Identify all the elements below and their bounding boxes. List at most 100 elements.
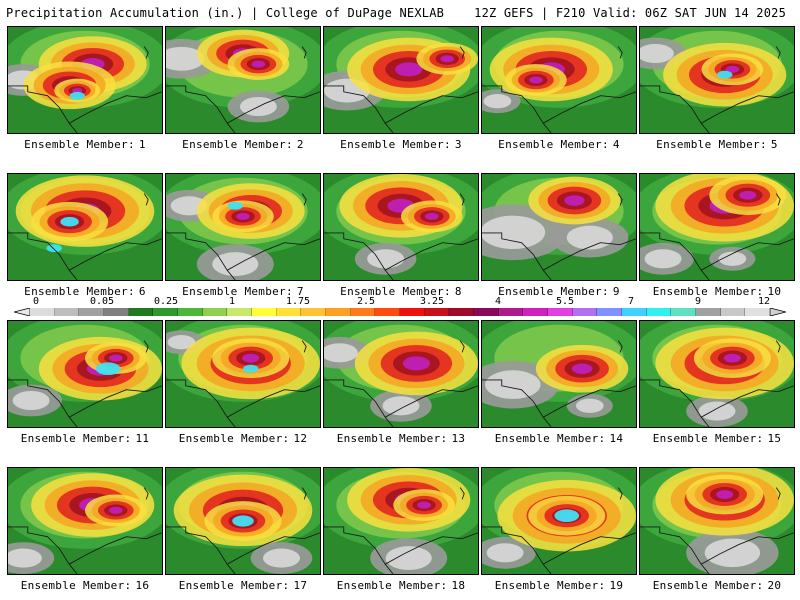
- ensemble-panel-8: [323, 173, 479, 281]
- member-number: 8: [454, 285, 462, 298]
- member-label-prefix: Ensemble Member:: [652, 432, 764, 445]
- ensemble-panel-12: [165, 320, 321, 428]
- lake-outline: [301, 340, 307, 353]
- precip-map: [324, 468, 478, 574]
- precip-map: [166, 468, 320, 574]
- precip-max-core: [232, 515, 254, 527]
- dry-core: [385, 546, 432, 571]
- legend-color-cell: [153, 308, 179, 316]
- precip-map: [166, 174, 320, 280]
- lake-outline: [459, 340, 465, 353]
- member-number: 11: [135, 432, 150, 445]
- legend-color-cell: [252, 308, 277, 316]
- border-lines: [640, 232, 794, 280]
- border-lines: [640, 85, 794, 133]
- lake-outline: [775, 340, 781, 353]
- precip-max-core: [243, 364, 259, 373]
- precip-peak-zone: [402, 356, 430, 371]
- legend-color-cell: [178, 308, 203, 316]
- legend-color-cell: [202, 308, 228, 316]
- dry-core: [575, 398, 604, 413]
- lake-outline: [459, 487, 465, 500]
- member-label-prefix: Ensemble Member:: [182, 285, 293, 298]
- lake-outline: [301, 46, 307, 59]
- member-number: 5: [770, 138, 778, 151]
- member-number: 2: [296, 138, 304, 151]
- ensemble-panel-6: [7, 173, 163, 281]
- lake-outline: [301, 487, 307, 500]
- ensemble-panel-17: [165, 467, 321, 575]
- member-number: 12: [293, 432, 308, 445]
- precip-max-core: [46, 244, 62, 253]
- legend-color-cell: [301, 308, 327, 316]
- legend-tick-label: 7: [627, 296, 635, 307]
- member-label-prefix: Ensemble Member:: [24, 285, 135, 298]
- legend-color-cell: [548, 308, 573, 316]
- ensemble-member-label: Ensemble Member: 9: [481, 285, 637, 298]
- legend-color-cell: [720, 308, 746, 316]
- border-lines: [640, 379, 794, 427]
- ensemble-member-label: Ensemble Member: 5: [639, 138, 795, 151]
- member-number: 14: [609, 432, 624, 445]
- legend-tick-label: 0.25: [153, 296, 179, 307]
- lake-outline: [775, 193, 781, 206]
- dry-core: [12, 390, 50, 411]
- member-label-prefix: Ensemble Member:: [336, 579, 448, 592]
- precip-peak-zone: [425, 212, 439, 220]
- legend-color-cell: [424, 308, 450, 316]
- legend-tick-label: 0: [32, 296, 40, 307]
- precip-peak-zone: [440, 55, 454, 63]
- member-label-prefix: Ensemble Member:: [24, 138, 135, 151]
- precip-max-core: [69, 91, 85, 100]
- member-number: 13: [451, 432, 466, 445]
- ensemble-panel-14: [481, 320, 637, 428]
- legend-tick-label: 2.5: [356, 296, 376, 307]
- legend-color-cell: [350, 308, 376, 316]
- dry-core: [166, 46, 205, 71]
- precip-map: [324, 321, 478, 427]
- ensemble-panel-10: [639, 173, 795, 281]
- border-lines: [166, 85, 320, 133]
- ensemble-panel-20: [639, 467, 795, 575]
- border-lines: [8, 85, 162, 133]
- border-lines: [8, 379, 162, 427]
- precip-map: [640, 174, 794, 280]
- lake-outline: [617, 340, 623, 353]
- legend-tick-label: 1.75: [285, 296, 311, 307]
- precip-map: [640, 321, 794, 427]
- precip-map: [324, 27, 478, 133]
- ensemble-member-label: Ensemble Member: 3: [323, 138, 479, 151]
- member-number: 6: [138, 285, 146, 298]
- legend-color-cell: [400, 308, 425, 316]
- member-label-prefix: Ensemble Member:: [652, 285, 764, 298]
- precip-peak-zone: [529, 76, 543, 84]
- border-lines: [324, 379, 478, 427]
- member-label-prefix: Ensemble Member:: [494, 432, 606, 445]
- precip-map: [482, 321, 636, 427]
- precip-peak-zone: [109, 506, 123, 514]
- ensemble-member-label: Ensemble Member: 1: [7, 138, 163, 151]
- ensemble-member-label: Ensemble Member: 14: [481, 432, 637, 445]
- member-label-prefix: Ensemble Member:: [498, 285, 609, 298]
- lake-outline: [617, 193, 623, 206]
- ensemble-member-label: Ensemble Member: 13: [323, 432, 479, 445]
- legend-tick-label: 9: [694, 296, 702, 307]
- dry-core: [367, 249, 405, 269]
- legend-color-cell: [498, 308, 524, 316]
- member-label-prefix: Ensemble Member:: [336, 432, 448, 445]
- precip-map: [8, 321, 162, 427]
- ensemble-member-label: Ensemble Member: 15: [639, 432, 795, 445]
- dry-core: [167, 335, 196, 350]
- lake-outline: [143, 340, 149, 353]
- member-label-prefix: Ensemble Member:: [178, 432, 290, 445]
- dry-core: [486, 543, 524, 563]
- member-number: 17: [293, 579, 308, 592]
- legend-tick-label: 1: [228, 296, 236, 307]
- legend-color-cell: [572, 308, 598, 316]
- legend-color-cell: [646, 308, 672, 316]
- precip-max-core: [717, 70, 733, 79]
- dry-core: [263, 548, 300, 568]
- precip-peak-zone: [723, 353, 741, 363]
- precip-peak-zone: [109, 354, 123, 362]
- member-number: 10: [767, 285, 782, 298]
